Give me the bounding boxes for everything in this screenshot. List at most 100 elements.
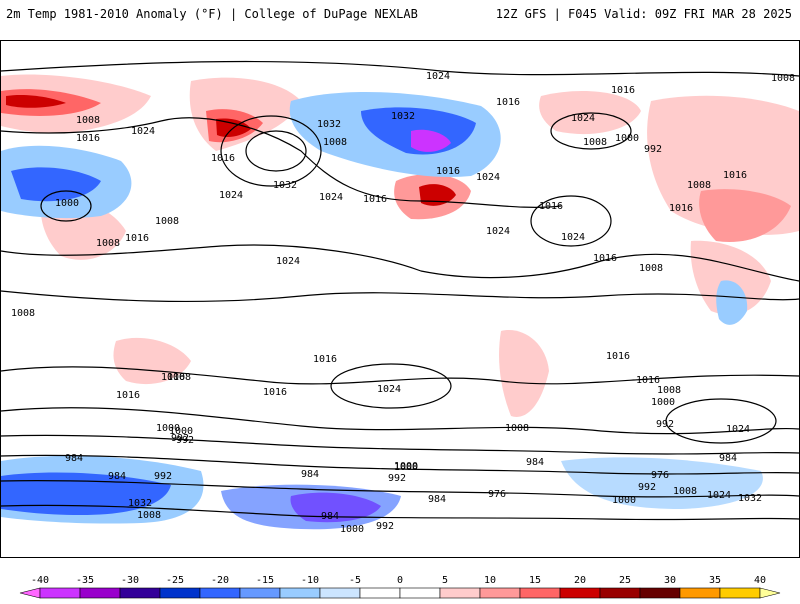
contour-label: 992: [656, 419, 674, 430]
contour-label: 1008: [76, 115, 100, 126]
contour-label: 1024: [476, 172, 500, 183]
colorbar-swatch: [559, 587, 601, 599]
warm-anomaly-middle-east: [699, 189, 791, 242]
colorbar-tick-label: 20: [574, 575, 586, 586]
colorbar-swatch: [359, 587, 401, 599]
contour-label: 992: [388, 473, 406, 484]
contour-label: 984: [65, 453, 83, 464]
contour-label: 1016: [263, 387, 287, 398]
isobar-layer: [1, 60, 799, 521]
isobar-high-pacific-inner: [245, 130, 307, 172]
isobar-line: [1, 504, 799, 521]
colorbar-swatch: [759, 587, 781, 599]
contour-label: 1024: [561, 232, 585, 243]
colorbar-swatch: [599, 587, 641, 599]
contour-label: 1016: [161, 372, 185, 383]
colorbar-swatch: [159, 587, 201, 599]
contour-label: 1024: [219, 190, 243, 201]
contour-label: 1000: [394, 461, 418, 472]
colorbar-tick-label: 15: [529, 575, 541, 586]
cold-anomaly-southern-ocean-east: [561, 457, 763, 509]
contour-label: 1024: [571, 113, 595, 124]
cold-anomaly-southern-ocean-west-core: [1, 472, 171, 515]
contour-label: 1016: [539, 201, 563, 212]
colorbar-svg: -40 -35 -30 -25 -20 -15 -10 -5 0 5 10 15 20 25 30 35 40: [19, 575, 781, 599]
contour-label: 1016: [593, 253, 617, 264]
isobar-line: [1, 480, 799, 498]
contour-label: 1016: [211, 153, 235, 164]
colorbar-swatch: [119, 587, 161, 599]
contour-label-layer: 1024 1008 1016 1016 1024 1016 1008 1024 …: [11, 71, 795, 535]
isobar-line: [1, 434, 799, 455]
contour-label: 984: [428, 494, 446, 505]
colorbar-swatch: [399, 587, 441, 599]
contour-label: 984: [719, 453, 737, 464]
contour-label: 1032: [128, 498, 152, 509]
contour-label: 1016: [116, 390, 140, 401]
colorbar-swatch: [279, 587, 321, 599]
contour-label: 1016: [436, 166, 460, 177]
contour-label: 1024: [726, 424, 750, 435]
warm-anomaly-south-america: [499, 330, 549, 417]
contour-label: 1016: [496, 97, 520, 108]
isobar-line: [1, 454, 799, 475]
isobar-high-north-atlantic: [550, 112, 632, 150]
anomaly-fill-layer: [1, 74, 799, 530]
contour-label: 1008: [657, 385, 681, 396]
contour-label: 1000: [612, 495, 636, 506]
map-title: 2m Temp 1981-2010 Anomaly (°F) | College…: [6, 7, 418, 21]
colorbar-swatch: [719, 587, 761, 599]
warm-anomaly-siberia-peak: [6, 94, 66, 108]
contour-label: 1008: [96, 238, 120, 249]
isobar-low-asia: [40, 190, 92, 222]
contour-label: 1008: [137, 510, 161, 521]
contour-label: 1008: [167, 372, 191, 383]
contour-label: 992: [376, 521, 394, 532]
colorbar-swatch: [479, 587, 521, 599]
contour-label: 1016: [606, 351, 630, 362]
contour-label: 992: [176, 435, 194, 446]
colorbar-tick-label: 25: [619, 575, 631, 586]
contour-label: 1008: [323, 137, 347, 148]
warm-anomaly-central-us-core: [419, 184, 456, 206]
contour-label: 1024: [707, 490, 731, 501]
contour-label: 1032: [273, 180, 297, 191]
colorbar-swatch: [19, 587, 41, 599]
contour-label: 1016: [125, 233, 149, 244]
contour-label: 1016: [611, 85, 635, 96]
isobar-high-pacific: [220, 115, 322, 187]
contour-label: 1024: [426, 71, 450, 82]
contour-label: 1008: [583, 137, 607, 148]
colorbar-swatch: [439, 587, 481, 599]
colorbar-swatch: [319, 587, 361, 599]
colorbar-swatch: [39, 587, 81, 599]
colorbar-tick-label: 5: [442, 575, 448, 586]
cold-anomaly-africa-east: [716, 280, 748, 325]
colorbar-tick-label: -5: [349, 575, 361, 586]
colorbar-swatch: [639, 587, 681, 599]
contour-label: 992: [154, 471, 172, 482]
isobar-line: [1, 366, 799, 385]
colorbar-tick-label: -15: [256, 575, 274, 586]
contour-label: 1024: [377, 384, 401, 395]
contour-label: 1016: [363, 194, 387, 205]
colorbar-tick-label: 10: [484, 575, 496, 586]
contour-label: 1000: [615, 133, 639, 144]
colorbar-swatch: [679, 587, 721, 599]
contour-label: 1016: [313, 354, 337, 365]
contour-label: 992: [171, 433, 189, 444]
colorbar-tick-label: -20: [211, 575, 229, 586]
colorbar-swatch: [199, 587, 241, 599]
colorbar-tick-label: 30: [664, 575, 676, 586]
colorbar-tick-label: 40: [754, 575, 766, 586]
contour-label: 1008: [505, 423, 529, 434]
isobar-high-south-indian: [665, 398, 777, 444]
colorbar-swatch: [79, 587, 121, 599]
colorbar-tick-label: -30: [121, 575, 139, 586]
colorbar-tick-label: -10: [301, 575, 319, 586]
colorbar-tick-label: -40: [31, 575, 49, 586]
contour-label: 1016: [669, 203, 693, 214]
contour-label: 984: [301, 469, 319, 480]
contour-label: 1000: [651, 397, 675, 408]
contour-label: 984: [526, 457, 544, 468]
